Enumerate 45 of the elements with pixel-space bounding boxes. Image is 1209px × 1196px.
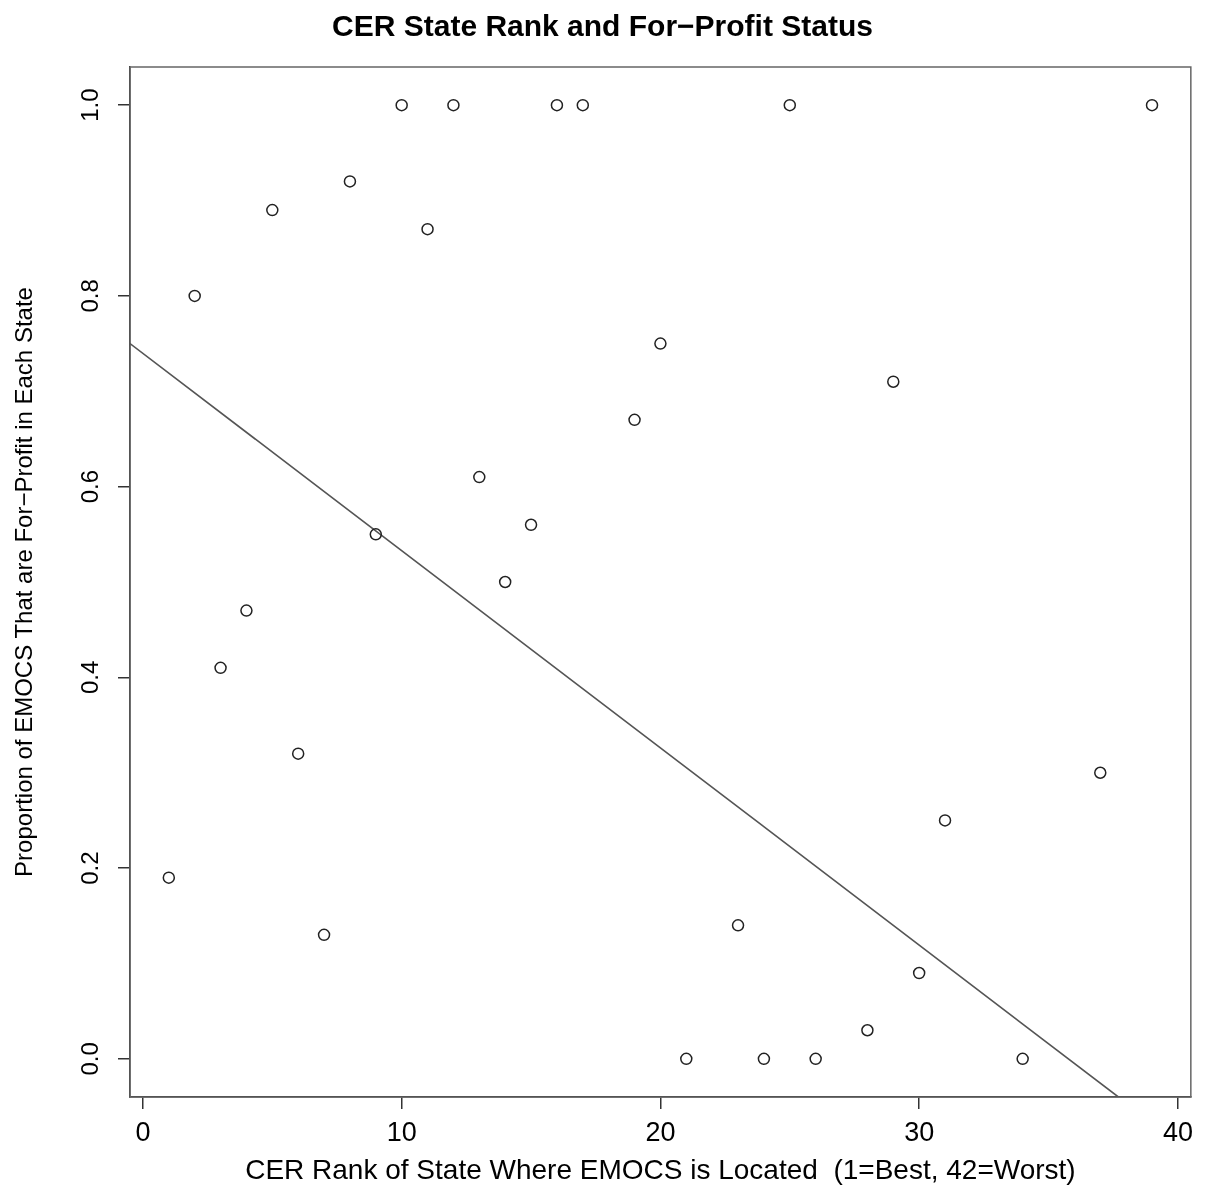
point <box>809 1052 822 1066</box>
point <box>550 98 564 112</box>
x-axis-title: CER Rank of State Where EMOCS is Located (1=Best, 42=Worst) <box>245 1153 1076 1185</box>
point <box>343 175 357 188</box>
point <box>214 661 227 675</box>
point <box>887 375 900 388</box>
point <box>162 871 176 884</box>
point <box>395 98 408 112</box>
point <box>473 470 486 484</box>
y-tick-label: 0.8 <box>75 279 103 313</box>
point <box>266 203 279 217</box>
x-tick-label: 10 <box>386 1116 417 1147</box>
point <box>1016 1052 1029 1066</box>
point <box>628 413 641 427</box>
point <box>938 814 952 827</box>
point <box>783 98 797 112</box>
x-tick-label: 40 <box>1162 1116 1193 1147</box>
y-tick-label: 0.6 <box>75 469 103 504</box>
y-axis-title: Proportion of EMOCS That are For−Profit in Each State <box>10 287 38 877</box>
point <box>731 919 745 932</box>
x-tick-label: 30 <box>904 1116 935 1147</box>
x-tick-label: 20 <box>645 1116 676 1147</box>
point <box>757 1052 771 1066</box>
point <box>447 98 460 112</box>
point <box>498 575 512 589</box>
y-tick-label: 0.4 <box>75 660 103 695</box>
point <box>576 98 590 112</box>
point <box>680 1052 693 1066</box>
point <box>188 289 201 303</box>
y-tick-label: 0.0 <box>75 1042 103 1076</box>
chart-title: CER State Rank and For−Profit Status <box>332 9 873 43</box>
point <box>317 928 331 942</box>
point <box>912 966 926 980</box>
point <box>291 747 305 760</box>
point <box>861 1023 874 1037</box>
point <box>1094 766 1107 779</box>
point <box>1145 98 1159 112</box>
y-tick-label: 0.2 <box>75 851 103 885</box>
point <box>240 604 253 617</box>
point <box>524 518 538 532</box>
point <box>421 222 434 236</box>
y-tick-label: 1.0 <box>75 88 103 122</box>
x-tick-label: 0 <box>135 1116 151 1147</box>
point <box>369 528 383 541</box>
point <box>654 337 667 350</box>
